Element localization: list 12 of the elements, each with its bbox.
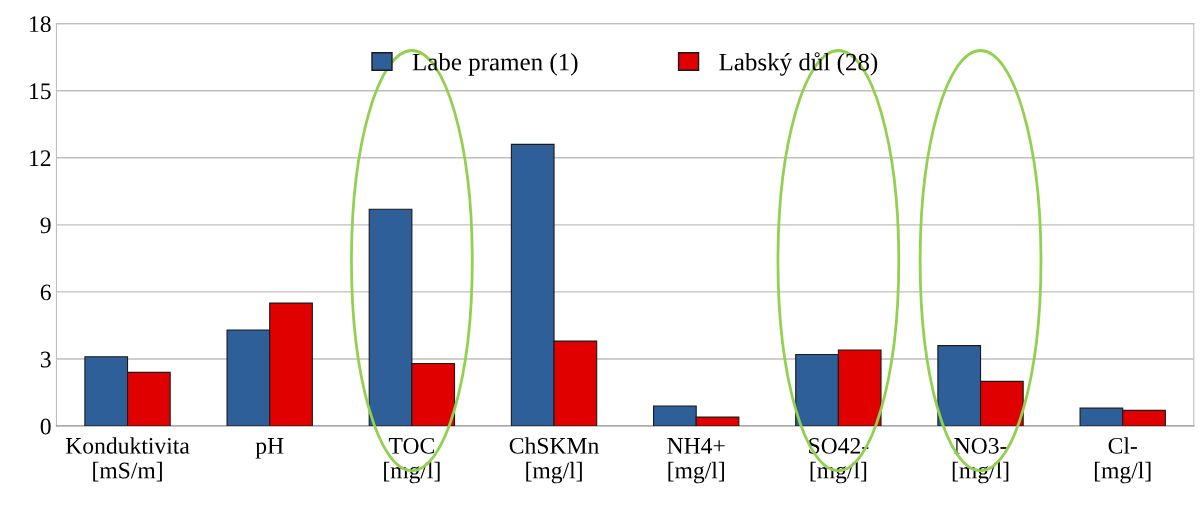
x-tick-label: Konduktivita [mS/m] (65, 437, 190, 482)
y-tick-label: 15 (30, 83, 51, 100)
y-tick-label: 3 (40, 351, 51, 368)
y-tick-label: 6 (40, 284, 51, 301)
x-tick-label: pH (255, 438, 284, 459)
y-tick-label: 0 (40, 418, 51, 435)
x-tick-label: ChSKMn [mg/l] (509, 437, 599, 484)
x-tick-label: NH4+ [mg/l] (667, 438, 725, 484)
y-tick-label: 9 (40, 217, 51, 234)
y-tick-label: 18 (30, 16, 51, 33)
y-tick-label: 12 (30, 150, 51, 166)
x-tick-label: Cl- [mg/l] (1094, 437, 1151, 484)
